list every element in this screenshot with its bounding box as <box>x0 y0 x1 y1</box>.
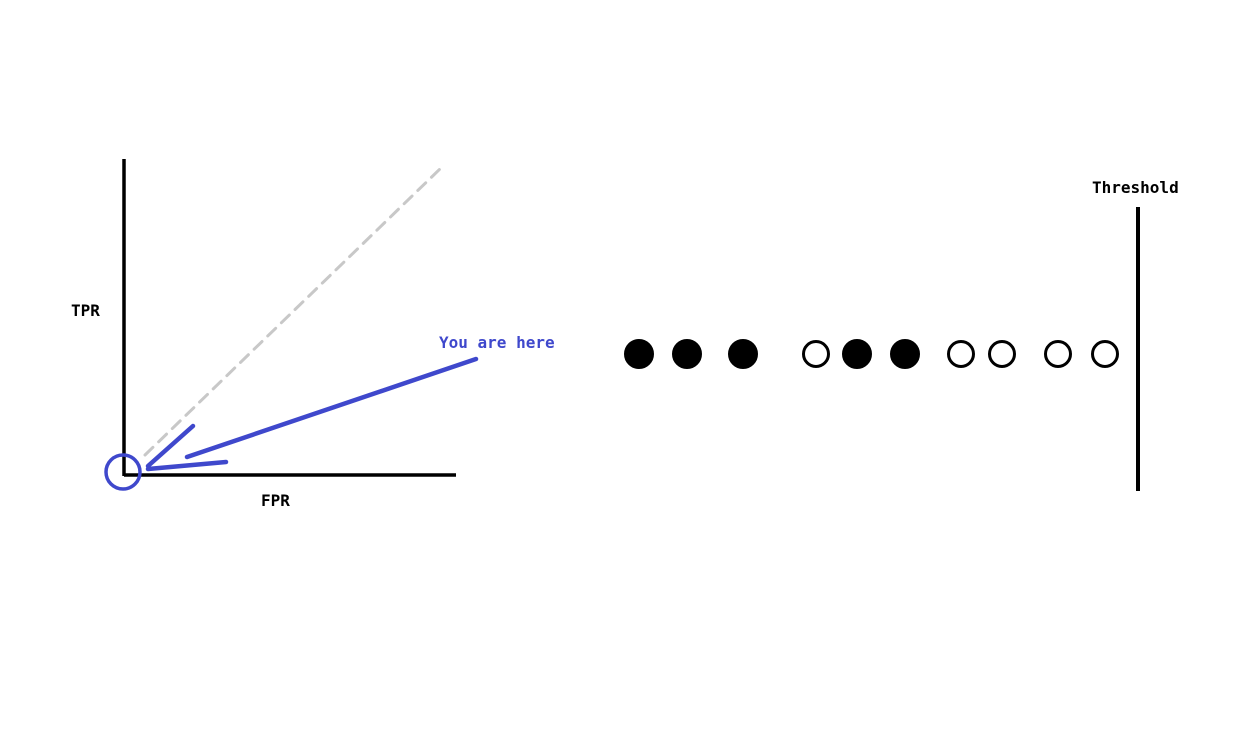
you-are-here-label: You are here <box>439 333 555 352</box>
random-guess-diagonal <box>143 165 444 457</box>
sample-point-hollow <box>947 340 975 368</box>
blue-stroke-long <box>184 356 479 460</box>
sample-point-hollow <box>1044 340 1072 368</box>
sample-points <box>624 339 1119 369</box>
blue-stroke-steep <box>145 423 196 469</box>
origin-marker-circle <box>104 453 142 491</box>
sample-point-hollow <box>988 340 1016 368</box>
blue-stroke-flat <box>145 459 229 472</box>
sample-point-filled <box>842 339 872 369</box>
sample-point-hollow <box>1091 340 1119 368</box>
sample-point-hollow <box>802 340 830 368</box>
sample-point-filled <box>624 339 654 369</box>
x-axis-label: FPR <box>261 491 290 510</box>
sample-point-filled <box>672 339 702 369</box>
threshold-label: Threshold <box>1092 178 1179 197</box>
sample-point-filled <box>728 339 758 369</box>
sample-point-filled <box>890 339 920 369</box>
y-axis-label: TPR <box>71 301 100 320</box>
